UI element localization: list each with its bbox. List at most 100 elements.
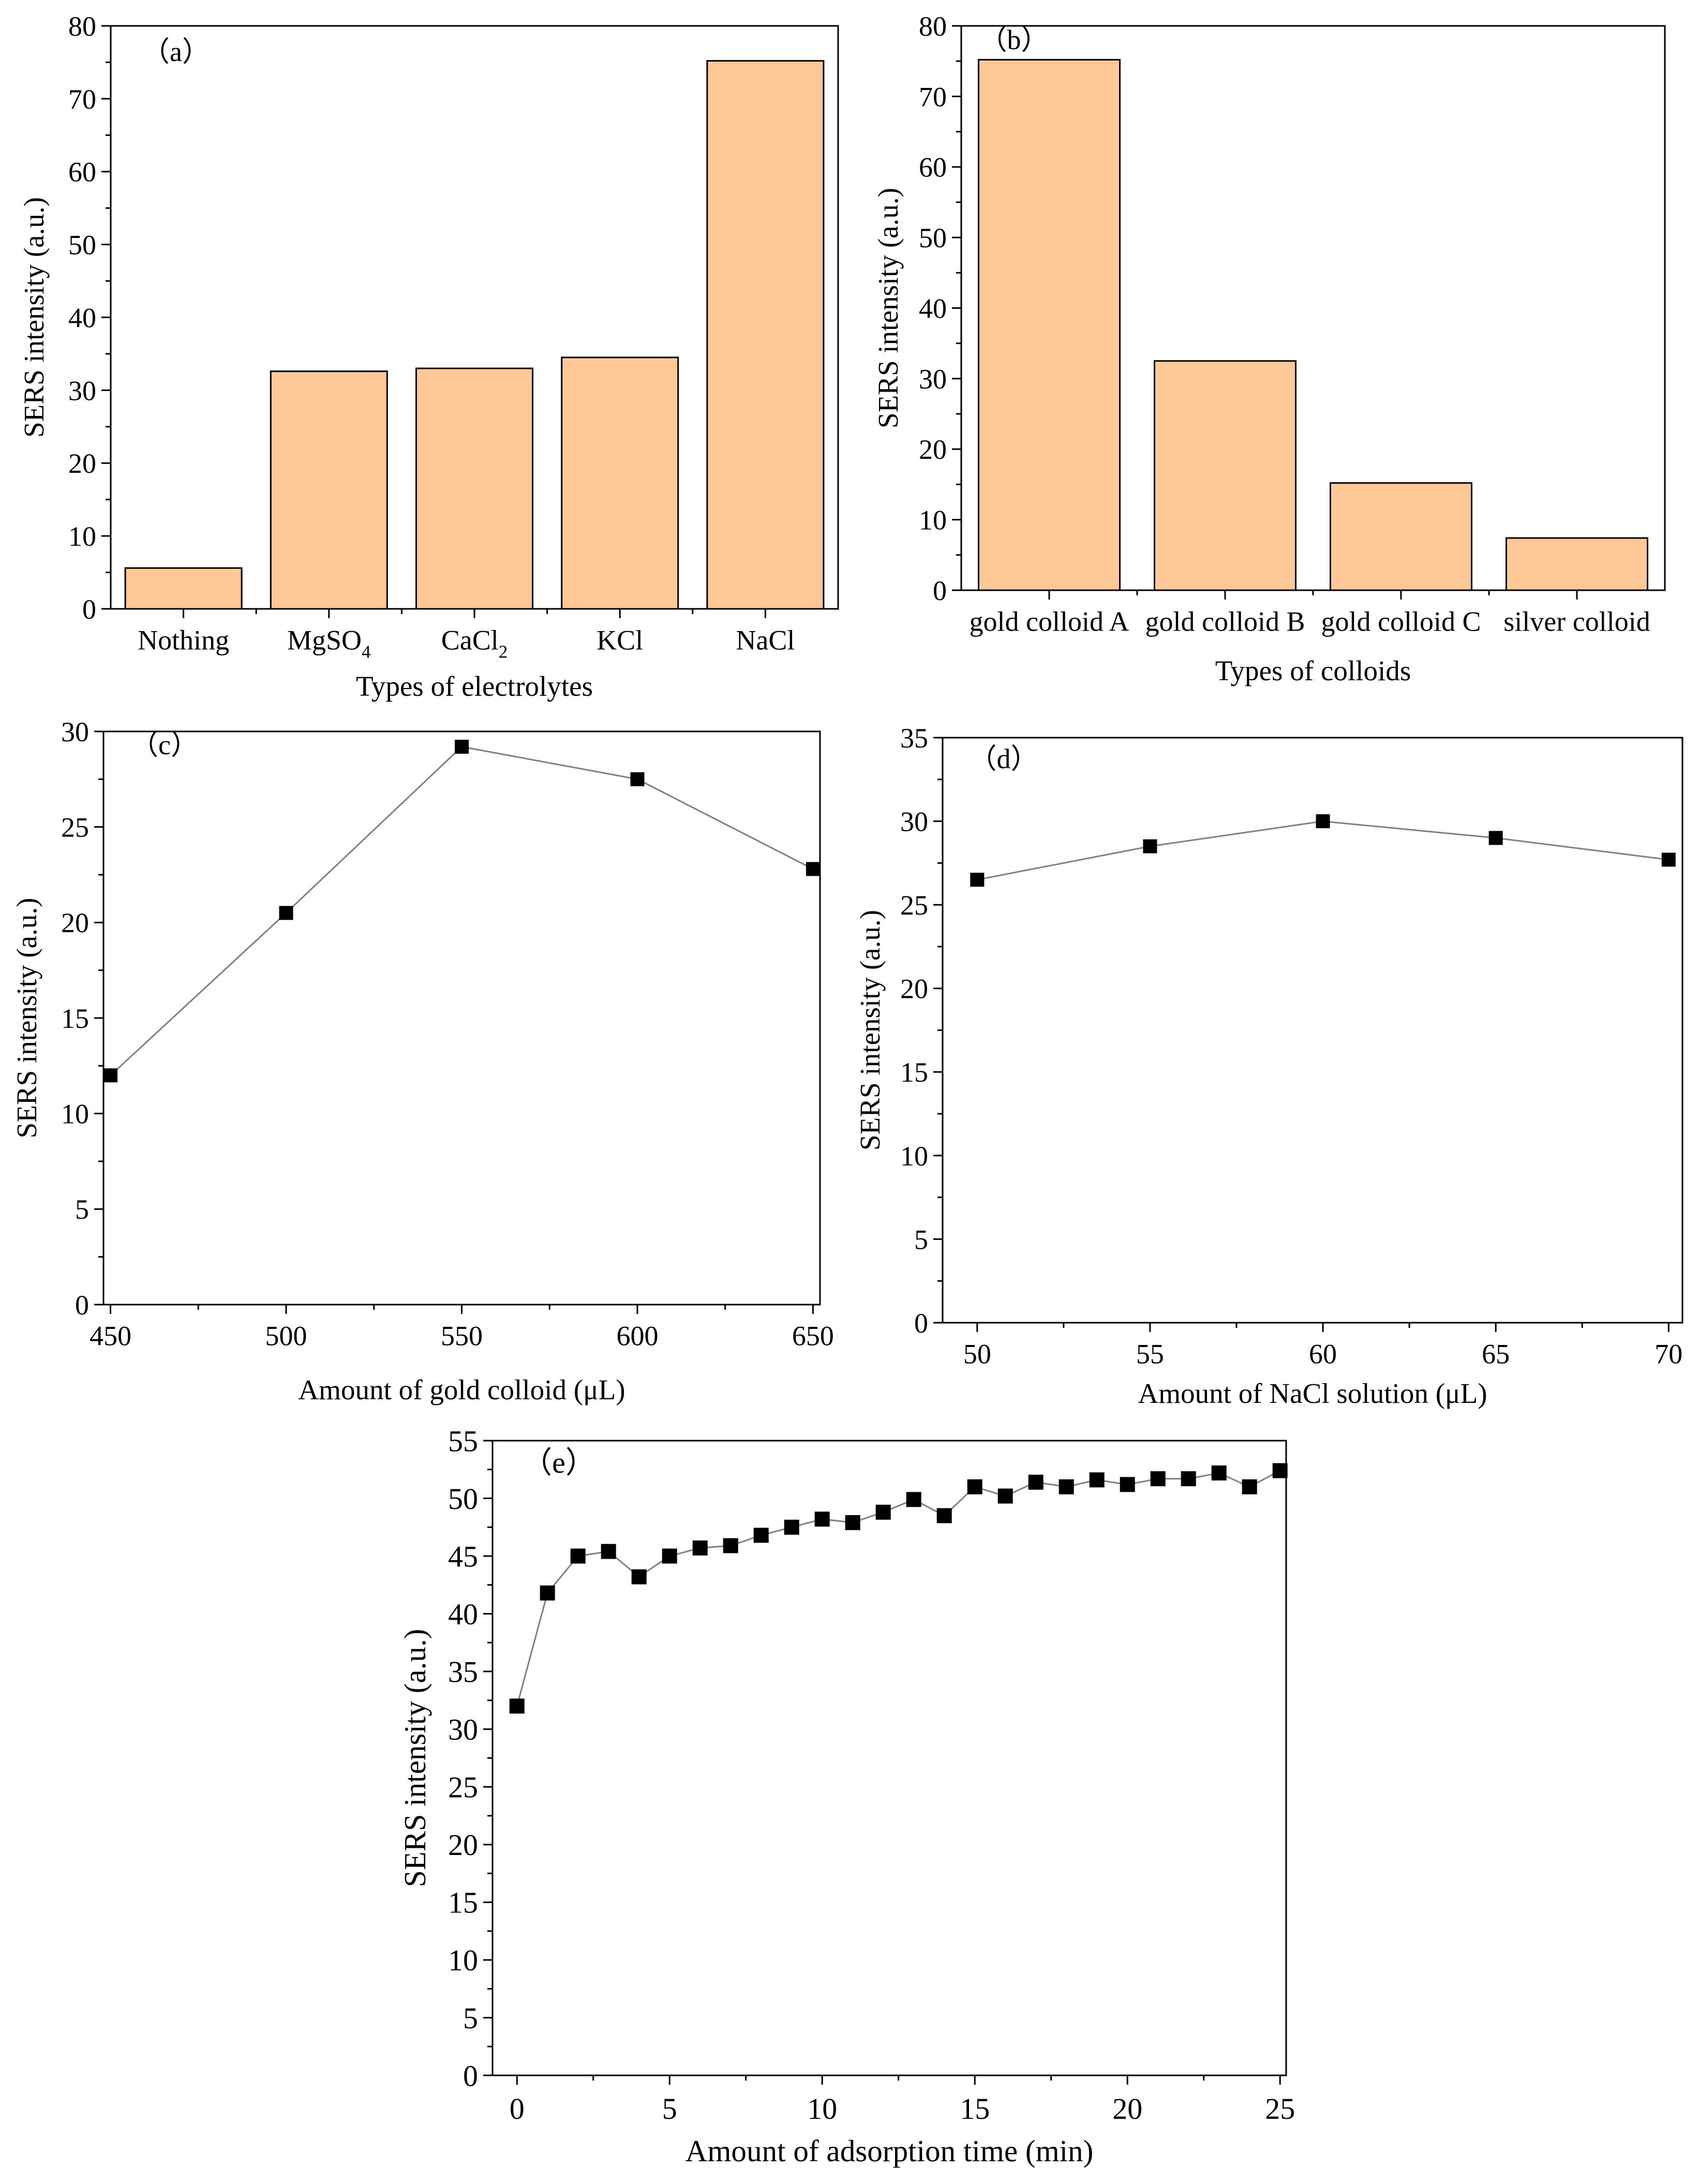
y-tick-label: 35 xyxy=(900,723,928,754)
data-point xyxy=(753,1528,769,1543)
x-tick-label: CaCl2 xyxy=(441,624,508,662)
y-tick-label: 20 xyxy=(61,907,89,938)
y-tick-label: 20 xyxy=(919,434,947,465)
y-tick-label: 40 xyxy=(919,293,947,324)
x-tick-label: 55 xyxy=(1136,1338,1164,1369)
data-point xyxy=(970,873,985,887)
y-tick-label: 20 xyxy=(900,974,928,1005)
x-tick-label-main: MgSO xyxy=(287,624,362,655)
data-point xyxy=(103,1068,118,1083)
y-axis-label: SERS intensity (a.u.) xyxy=(398,1629,432,1888)
x-tick-label: gold colloid B xyxy=(1145,606,1305,637)
x-tick-label: 0 xyxy=(510,2092,525,2126)
data-point xyxy=(692,1540,708,1555)
y-tick-label: 30 xyxy=(68,375,96,406)
x-tick-label: 25 xyxy=(1265,2092,1295,2126)
y-tick-label: 0 xyxy=(933,575,947,606)
data-point xyxy=(630,772,645,786)
data-point xyxy=(1059,1479,1074,1494)
y-axis-label: SERS intensity (a.u.) xyxy=(872,188,904,428)
y-tick-label: 25 xyxy=(61,812,89,843)
y-tick-label: 25 xyxy=(448,1771,478,1804)
y-tick-label: 30 xyxy=(900,806,928,837)
y-tick-label: 0 xyxy=(463,2059,478,2092)
x-tick-label: silver colloid xyxy=(1503,606,1650,637)
panel-d: 0 5 10 15 20 25 30 35 50 55 60 65 70 Amount of NaCl s… xyxy=(854,723,1683,1409)
panel-label: （c） xyxy=(130,729,199,760)
panel-label: （a） xyxy=(142,36,210,67)
data-point xyxy=(1120,1477,1135,1492)
data-point xyxy=(806,862,820,876)
y-tick-label: 0 xyxy=(75,1290,89,1321)
data-point xyxy=(1211,1465,1227,1480)
x-tick-label: 5 xyxy=(662,2092,677,2126)
y-tick-label: 0 xyxy=(82,594,96,625)
data-point xyxy=(1028,1474,1044,1490)
y-tick-label: 55 xyxy=(448,1424,478,1458)
y-tick-label: 30 xyxy=(919,364,947,395)
data-point xyxy=(455,740,469,754)
x-tick-label: 450 xyxy=(90,1320,131,1351)
bar xyxy=(706,60,825,610)
x-tick-label-main: CaCl xyxy=(441,624,499,655)
x-axis-label: Types of electrolytes xyxy=(356,670,593,702)
y-tick-label: 50 xyxy=(448,1482,478,1516)
y-tick-label: 10 xyxy=(448,1943,478,1977)
data-point xyxy=(631,1569,647,1584)
y-axis-label: SERS intensity (a.u.) xyxy=(854,910,886,1150)
data-point xyxy=(936,1508,952,1523)
panel-e: 0 5 10 15 20 25 30 35 40 45 50 55 0 5 10 15 20 25 Amount o… xyxy=(398,1424,1295,2168)
y-tick-label: 20 xyxy=(68,448,96,479)
data-point xyxy=(1488,831,1503,845)
panel-c: 0 5 10 15 20 25 30 450 500 550 600 650 Amount of gol… xyxy=(11,716,834,1405)
series-line xyxy=(977,820,1669,881)
data-point xyxy=(967,1479,982,1494)
panel-a: 0 10 20 30 40 50 60 70 80 Nothing MgSO4 CaCl2 KCl NaC… xyxy=(18,11,839,702)
y-tick-label: 25 xyxy=(900,890,928,921)
data-point xyxy=(1316,814,1330,829)
y-tick-label: 5 xyxy=(914,1224,928,1255)
y-tick-label: 30 xyxy=(448,1713,478,1746)
data-point xyxy=(845,1515,860,1530)
y-tick-label: 5 xyxy=(75,1194,89,1225)
bar xyxy=(124,567,243,610)
x-tick-label: 15 xyxy=(960,2092,990,2126)
x-tick-label: 500 xyxy=(265,1320,307,1351)
data-point xyxy=(997,1488,1013,1504)
x-tick-label: 650 xyxy=(792,1320,834,1351)
x-tick-label: KCl xyxy=(597,624,643,655)
y-tick-label: 70 xyxy=(68,84,96,115)
y-axis-label: SERS intensity (a.u.) xyxy=(11,897,42,1138)
data-point xyxy=(601,1544,616,1559)
y-tick-label: 35 xyxy=(448,1655,478,1688)
x-tick-label: gold colloid C xyxy=(1321,606,1481,637)
y-tick-label: 50 xyxy=(919,222,947,253)
x-tick-label: 60 xyxy=(1309,1338,1337,1369)
data-point xyxy=(1272,1463,1288,1478)
x-tick-label: 65 xyxy=(1482,1338,1510,1369)
data-point xyxy=(1089,1472,1105,1488)
data-point xyxy=(1242,1479,1257,1494)
x-tick-label: 600 xyxy=(616,1320,658,1351)
x-tick-label: 550 xyxy=(441,1320,483,1351)
x-tick-label: 50 xyxy=(963,1338,991,1369)
plot-frame xyxy=(491,1440,1287,2076)
y-tick-label: 80 xyxy=(68,11,96,42)
series-line xyxy=(110,745,814,1076)
data-point xyxy=(814,1512,830,1527)
data-point xyxy=(540,1585,555,1600)
bar xyxy=(1506,537,1648,591)
y-tick-label: 15 xyxy=(448,1886,478,1920)
data-point xyxy=(279,906,293,920)
data-point xyxy=(723,1538,738,1553)
y-tick-label: 50 xyxy=(68,230,96,261)
y-tick-label: 20 xyxy=(448,1828,478,1862)
bar xyxy=(415,367,533,610)
x-axis-label: Amount of gold colloid (μL) xyxy=(298,1374,625,1405)
y-tick-label: 10 xyxy=(68,521,96,552)
panel-b: 0 10 20 30 40 50 60 70 80 gold colloid A gold coll… xyxy=(872,11,1666,686)
x-tick-label: 10 xyxy=(807,2092,837,2126)
data-point xyxy=(906,1492,921,1507)
y-tick-label: 30 xyxy=(61,716,89,747)
